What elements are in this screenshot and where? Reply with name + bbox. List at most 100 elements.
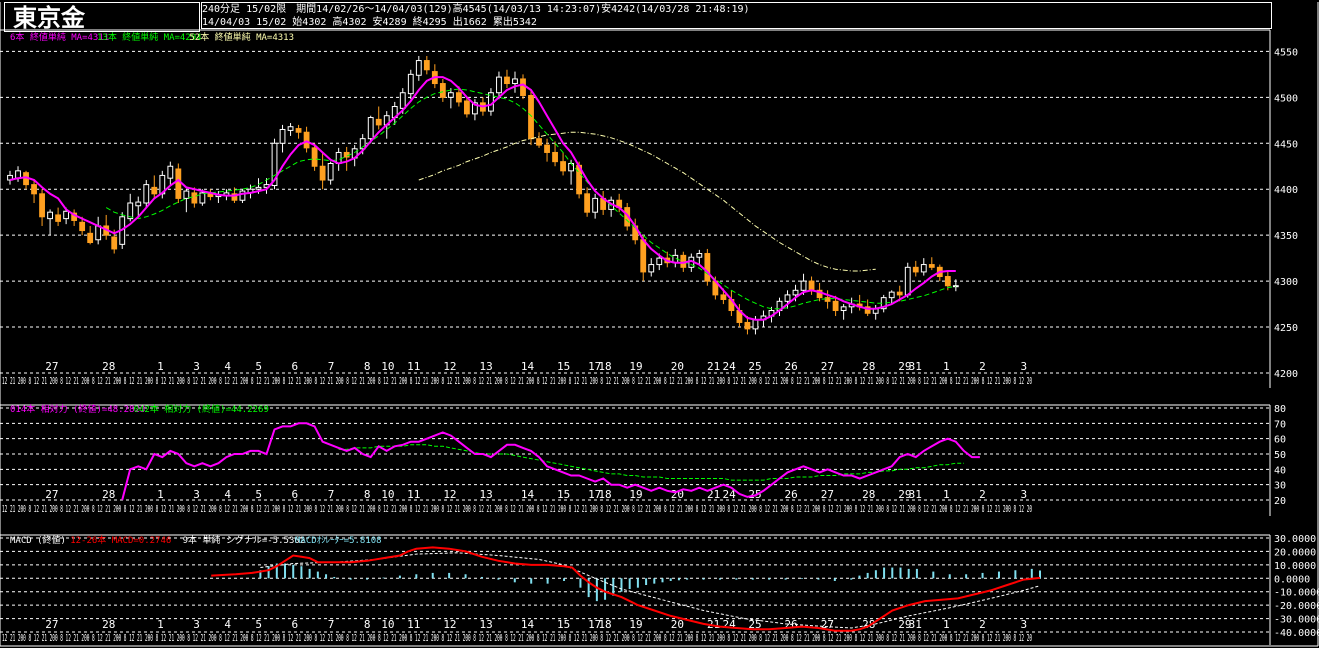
candle-body bbox=[592, 197, 599, 213]
x-date-label: 24 bbox=[722, 360, 736, 373]
ma-legend-item: 13本 終値単純 MA=4294 bbox=[97, 31, 202, 43]
candle-body bbox=[415, 60, 422, 76]
x-date-label: 3 bbox=[1020, 488, 1027, 501]
y-tick-label: 60 bbox=[1274, 435, 1286, 446]
x-date-label: 3 bbox=[193, 618, 200, 631]
candle-body bbox=[752, 319, 759, 330]
x-date-label: 3 bbox=[1020, 618, 1027, 631]
y-tick-label: -10.0000 bbox=[1274, 588, 1319, 599]
candle-body bbox=[271, 142, 278, 187]
x-date-label: 26 bbox=[785, 488, 798, 501]
x-date-label: 12 bbox=[443, 618, 456, 631]
x-date-label: 15 bbox=[557, 360, 570, 373]
y-tick-label: 4350 bbox=[1274, 231, 1298, 242]
candle-body bbox=[279, 128, 286, 144]
candle-body bbox=[896, 291, 903, 296]
macd-signal-line bbox=[260, 552, 1041, 629]
y-tick-label: 0.0000 bbox=[1274, 574, 1310, 585]
x-date-label: 13 bbox=[480, 360, 493, 373]
candle-body bbox=[512, 78, 518, 85]
x-date-label: 11 bbox=[407, 360, 420, 373]
candle-body bbox=[504, 76, 510, 85]
candle-body bbox=[143, 184, 150, 204]
candle-body bbox=[832, 300, 839, 312]
y-tick-label: 4250 bbox=[1274, 323, 1298, 334]
x-date-label: 19 bbox=[629, 618, 642, 631]
y-tick-label: 20.0000 bbox=[1274, 547, 1316, 558]
y-tick-label: 4450 bbox=[1274, 139, 1298, 150]
candle-body bbox=[648, 264, 655, 273]
rsi42-line bbox=[338, 444, 964, 481]
x-time-labels: 12 21 200 8 12 21 200 8 12 21 200 8 12 2… bbox=[2, 504, 1032, 515]
y-tick-label: 20 bbox=[1274, 496, 1286, 507]
ma13-line bbox=[105, 88, 956, 310]
candle-body bbox=[407, 73, 414, 95]
x-date-label: 10 bbox=[381, 618, 394, 631]
candle-body bbox=[39, 193, 45, 218]
candle-body bbox=[367, 117, 374, 140]
candle-body bbox=[656, 257, 663, 266]
candle-body bbox=[127, 202, 134, 220]
info-header-box bbox=[201, 2, 1272, 29]
candle-body bbox=[720, 294, 727, 300]
x-date-label: 29 bbox=[898, 618, 911, 631]
x-date-label: 5 bbox=[255, 488, 262, 501]
candle-body bbox=[343, 151, 350, 158]
macd-line bbox=[211, 546, 1041, 632]
candle-body bbox=[840, 306, 847, 312]
rsi14-line bbox=[121, 422, 980, 501]
x-date-label: 26 bbox=[785, 360, 798, 373]
x-date-label: 17 bbox=[588, 618, 601, 631]
y-tick-label: 40 bbox=[1274, 465, 1286, 476]
macd-legend-item: MACDｵｼﾚｰﾀｰ=5.8108 bbox=[295, 535, 382, 546]
y-tick-label: 4400 bbox=[1274, 185, 1298, 196]
candle-body bbox=[552, 151, 558, 163]
x-date-label: 4 bbox=[224, 360, 231, 373]
candle-body bbox=[95, 225, 102, 241]
x-date-label: 20 bbox=[671, 360, 684, 373]
x-date-label: 6 bbox=[292, 360, 299, 373]
candle-body bbox=[231, 193, 238, 201]
y-tick-label: -40.0000 bbox=[1274, 628, 1319, 639]
candle-body bbox=[640, 239, 647, 273]
candle-body bbox=[303, 131, 310, 149]
x-date-label: 8 bbox=[364, 618, 371, 631]
x-date-label: 19 bbox=[629, 488, 642, 501]
x-date-label: 27 bbox=[45, 360, 58, 373]
candle-body bbox=[864, 306, 871, 314]
x-date-label: 7 bbox=[328, 488, 335, 501]
instrument-title: 東京金 bbox=[4, 2, 200, 32]
x-date-label: 28 bbox=[862, 488, 875, 501]
candle-body bbox=[327, 162, 334, 181]
candle-body bbox=[584, 193, 591, 213]
candle-body bbox=[904, 266, 911, 296]
candle-body bbox=[439, 83, 446, 98]
x-date-label: 18 bbox=[598, 618, 611, 631]
candle-body bbox=[47, 211, 53, 220]
x-date-label: 2 bbox=[979, 360, 986, 373]
candle-body bbox=[255, 186, 262, 190]
x-date-label: 17 bbox=[588, 488, 601, 501]
candle-body bbox=[79, 221, 86, 232]
y-tick-label: 80 bbox=[1274, 404, 1286, 415]
x-date-label: 18 bbox=[598, 488, 611, 501]
candle-body bbox=[536, 138, 542, 146]
x-date-label: 14 bbox=[521, 360, 535, 373]
x-date-label: 4 bbox=[224, 488, 231, 501]
macd-legend-item: 12-26本 MACD=0.2746 bbox=[70, 534, 171, 546]
candle-body bbox=[568, 162, 574, 172]
candle-body bbox=[472, 102, 478, 115]
x-date-label: 18 bbox=[598, 360, 611, 373]
x-date-label: 29 bbox=[898, 488, 911, 501]
candle-body bbox=[920, 264, 927, 273]
macd-legend-item: MACD (終値) bbox=[10, 534, 66, 546]
ma6-line bbox=[9, 76, 956, 321]
x-date-label: 31 bbox=[909, 360, 922, 373]
x-date-label: 25 bbox=[748, 618, 761, 631]
x-date-label: 24 bbox=[722, 618, 736, 631]
x-date-label: 4 bbox=[224, 618, 231, 631]
x-date-label: 13 bbox=[480, 488, 493, 501]
x-date-label: 27 bbox=[45, 618, 58, 631]
x-date-label: 27 bbox=[821, 488, 834, 501]
